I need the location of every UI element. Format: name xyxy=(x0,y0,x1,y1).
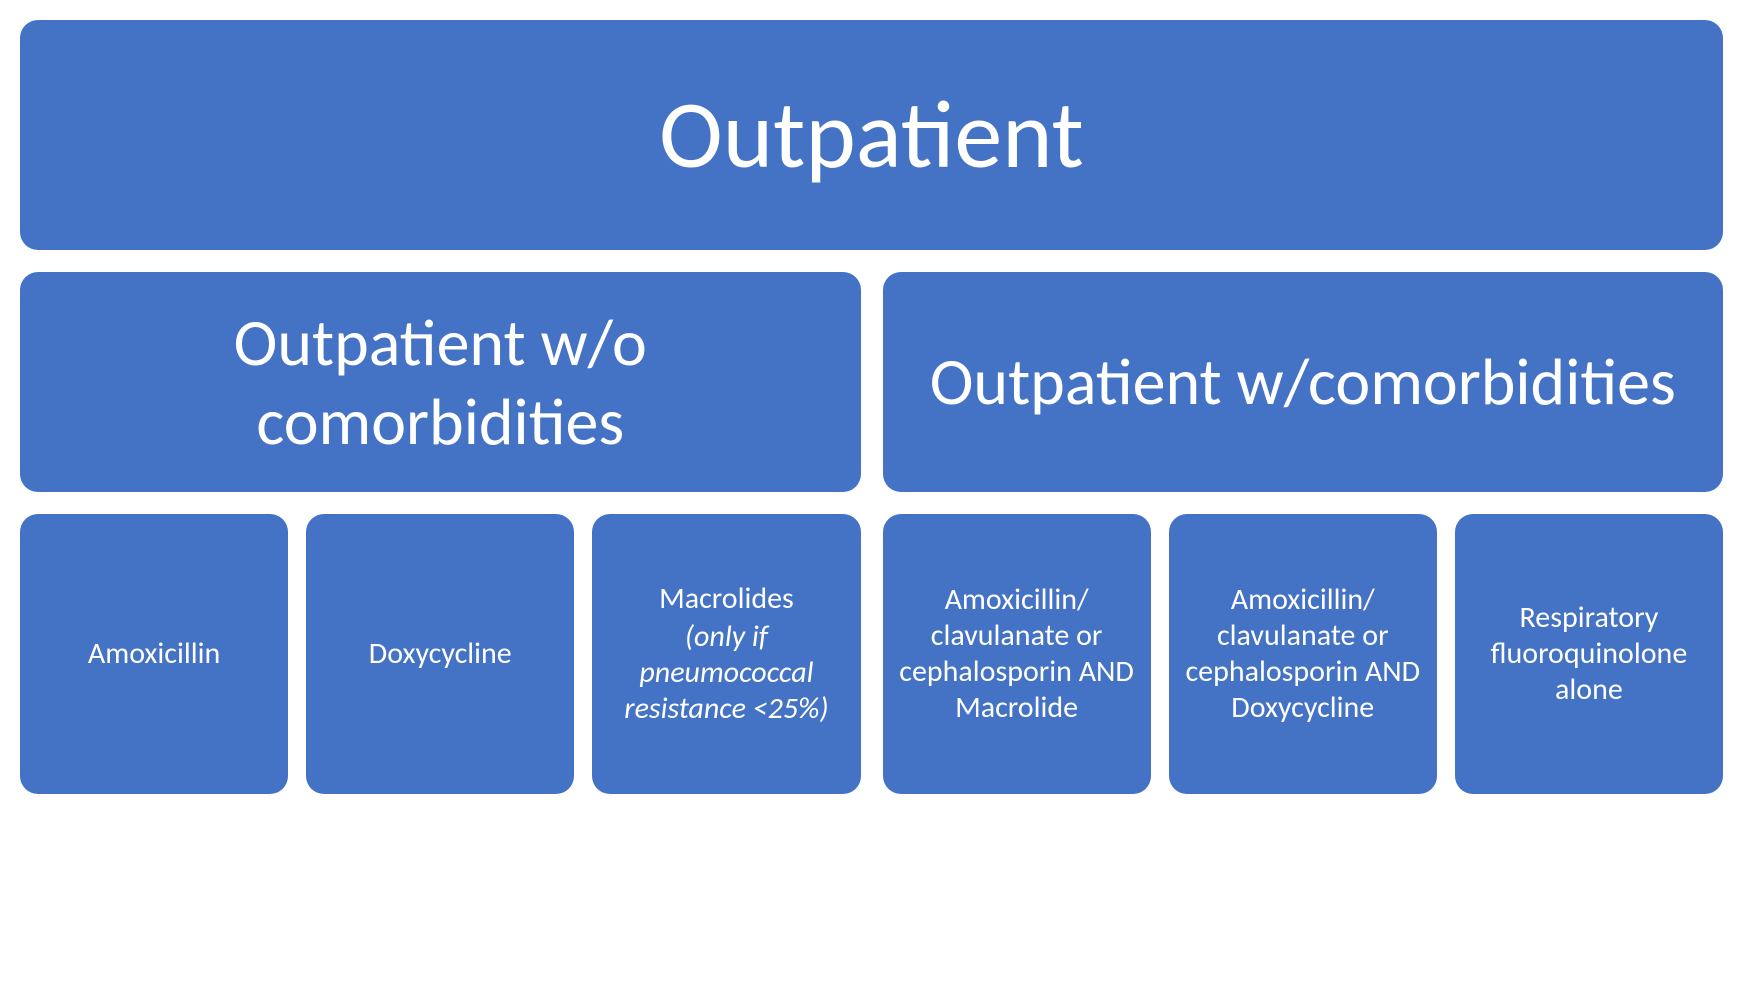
leaf-text: Doxycycline xyxy=(369,636,512,672)
leaf-macrolides: Macrolides (only if pneumococcal resista… xyxy=(592,514,860,794)
category-box-no-comorbidities: Outpatient w/o comorbidities xyxy=(20,272,861,492)
root-label: Outpatient xyxy=(659,77,1084,192)
diagram-container: Outpatient Outpatient w/o comorbidities … xyxy=(20,20,1723,794)
leaf-text: Macrolides xyxy=(659,581,794,617)
leaf-fluoroquinolone: Respiratory fluoroquinolone alone xyxy=(1455,514,1723,794)
category-label: Outpatient w/comorbidities xyxy=(930,342,1676,421)
leaf-doxycycline: Doxycycline xyxy=(306,514,574,794)
category-label: Outpatient w/o comorbidities xyxy=(50,303,831,461)
leaf-note: (only if pneumococcal resistance <25%) xyxy=(604,619,848,727)
leaves-row: Amoxicillin Doxycycline Macrolides (only… xyxy=(20,514,1723,794)
leaf-text: Respiratory fluoroquinolone alone xyxy=(1467,600,1711,708)
root-box: Outpatient xyxy=(20,20,1723,250)
leaf-group-with-comorbidities: Amoxicillin/ clavulanate or cephalospori… xyxy=(883,514,1724,794)
category-box-with-comorbidities: Outpatient w/comorbidities xyxy=(883,272,1724,492)
leaf-amox-clav-doxy: Amoxicillin/ clavulanate or cephalospori… xyxy=(1169,514,1437,794)
categories-row: Outpatient w/o comorbidities Outpatient … xyxy=(20,272,1723,492)
leaf-amoxicillin: Amoxicillin xyxy=(20,514,288,794)
leaf-text: Amoxicillin/ clavulanate or cephalospori… xyxy=(895,582,1139,726)
leaf-text: Amoxicillin xyxy=(88,636,220,672)
leaf-text: Amoxicillin/ clavulanate or cephalospori… xyxy=(1181,582,1425,726)
leaf-group-no-comorbidities: Amoxicillin Doxycycline Macrolides (only… xyxy=(20,514,861,794)
leaf-amox-clav-macrolide: Amoxicillin/ clavulanate or cephalospori… xyxy=(883,514,1151,794)
